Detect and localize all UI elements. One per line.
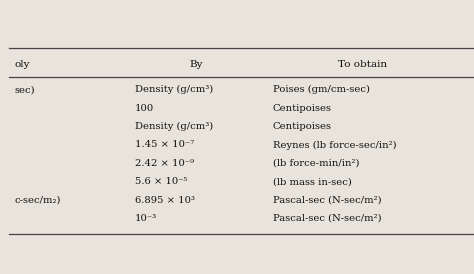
Text: sec): sec) [14, 85, 35, 94]
Text: By: By [190, 60, 203, 69]
Text: oly: oly [14, 60, 30, 69]
Text: To obtain: To obtain [338, 60, 387, 69]
Text: Reynes (lb force-sec/in²): Reynes (lb force-sec/in²) [273, 140, 396, 150]
Text: 100: 100 [135, 104, 155, 113]
Text: c-sec/m₂): c-sec/m₂) [14, 196, 61, 204]
Text: 1.45 × 10⁻⁷: 1.45 × 10⁻⁷ [135, 141, 194, 149]
Text: Pascal-sec (N-sec/m²): Pascal-sec (N-sec/m²) [273, 214, 381, 223]
Text: Poises (gm/cm-sec): Poises (gm/cm-sec) [273, 85, 370, 95]
Text: (lb force-min/in²): (lb force-min/in²) [273, 159, 359, 168]
Text: 2.42 × 10⁻⁹: 2.42 × 10⁻⁹ [135, 159, 194, 168]
Text: Centipoises: Centipoises [273, 122, 331, 131]
Text: Centipoises: Centipoises [273, 104, 331, 113]
Text: Density (g/cm³): Density (g/cm³) [135, 122, 213, 131]
Text: (lb mass in-sec): (lb mass in-sec) [273, 177, 351, 186]
Text: 6.895 × 10³: 6.895 × 10³ [135, 196, 195, 204]
Text: 10⁻³: 10⁻³ [135, 214, 157, 223]
Text: Density (g/cm³): Density (g/cm³) [135, 85, 213, 95]
Text: 5.6 × 10⁻⁵: 5.6 × 10⁻⁵ [135, 177, 187, 186]
Text: Pascal-sec (N-sec/m²): Pascal-sec (N-sec/m²) [273, 196, 381, 204]
